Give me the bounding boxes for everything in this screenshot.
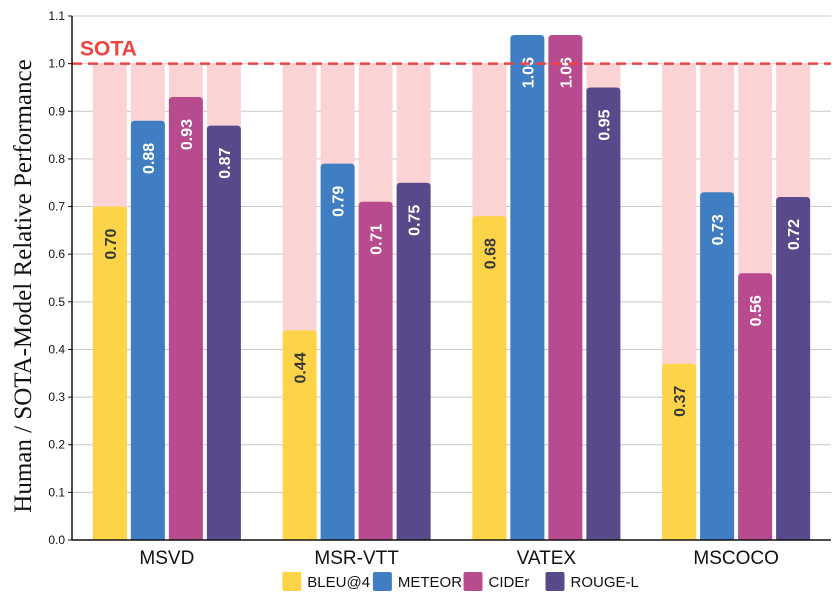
bar bbox=[548, 35, 583, 541]
legend-swatch bbox=[282, 572, 302, 591]
legend: BLEU@4 METEOR CIDEr ROUGE-L bbox=[282, 572, 639, 591]
bar-value-label: 0.95 bbox=[596, 109, 613, 140]
bar-value-label: 0.72 bbox=[786, 219, 803, 250]
bar-value-label: 0.73 bbox=[710, 214, 727, 245]
bar-value-label: 0.37 bbox=[672, 386, 689, 417]
y-tick-label: 0.6 bbox=[48, 247, 65, 261]
y-tick-label: 0.1 bbox=[48, 485, 65, 499]
legend-swatch bbox=[463, 572, 483, 591]
bar bbox=[586, 87, 621, 541]
bar bbox=[472, 216, 507, 540]
bar bbox=[662, 363, 697, 540]
y-tick-label: 0.7 bbox=[48, 200, 65, 214]
legend-label: CIDEr bbox=[489, 574, 530, 591]
bar bbox=[130, 120, 165, 541]
bar bbox=[776, 197, 811, 540]
y-tick-label: 0.9 bbox=[48, 104, 65, 118]
bar-value-label: 0.56 bbox=[748, 295, 765, 326]
bar-value-label: 0.44 bbox=[293, 352, 310, 383]
legend-label: ROUGE-L bbox=[571, 574, 639, 591]
bar bbox=[510, 35, 545, 541]
y-tick-label: 1.1 bbox=[48, 9, 65, 23]
axes: 0.0 0.1 0.2 0.3 0.4 0.5 0.6 0.7 0.8 0.9 1.0 1.1 MSVD… bbox=[10, 9, 831, 569]
bar-value-label: 0.93 bbox=[179, 119, 196, 150]
y-tick-label: 0.5 bbox=[48, 295, 65, 309]
bar bbox=[358, 201, 393, 541]
bar-value-label: 0.87 bbox=[217, 147, 234, 178]
y-tick-label: 0.4 bbox=[48, 342, 65, 356]
x-category-label: MSCOCO bbox=[693, 548, 779, 569]
bar bbox=[396, 182, 431, 540]
y-tick-label: 0.8 bbox=[48, 152, 65, 166]
y-tick-label: 0.0 bbox=[48, 533, 65, 547]
bars: 0.70 0.88 0.93 0.87 0.44 0.79 0.71 0.75 0.68 1.06… bbox=[92, 35, 811, 541]
bar-value-label: 0.70 bbox=[103, 228, 120, 259]
x-category-label: VATEX bbox=[517, 548, 577, 569]
x-category-label: MSVD bbox=[139, 548, 194, 569]
y-tick-label: 0.2 bbox=[48, 438, 65, 452]
bar-value-label: 0.79 bbox=[331, 186, 348, 217]
sota-label: SOTA bbox=[80, 38, 137, 61]
bar bbox=[92, 206, 127, 540]
bar bbox=[320, 163, 355, 540]
bar bbox=[700, 192, 735, 540]
legend-label: METEOR bbox=[398, 574, 462, 591]
legend-label: BLEU@4 bbox=[307, 574, 370, 591]
bar bbox=[282, 330, 317, 540]
y-axis-title: Human / SOTA-Model Relative Performance bbox=[10, 59, 37, 512]
sota-reference: SOTA bbox=[72, 38, 831, 65]
legend-swatch bbox=[372, 572, 392, 591]
bar bbox=[738, 273, 773, 540]
bar-value-label: 0.71 bbox=[369, 224, 386, 255]
bar bbox=[168, 96, 203, 541]
y-tick-label: 1.0 bbox=[48, 57, 65, 71]
bar-value-label: 0.68 bbox=[482, 238, 499, 269]
bar-value-label: 0.88 bbox=[141, 143, 158, 174]
x-category-label: MSR-VTT bbox=[314, 548, 399, 569]
bar bbox=[206, 125, 241, 541]
bar-value-label: 1.06 bbox=[558, 57, 575, 88]
bar-value-label: 0.75 bbox=[407, 205, 424, 236]
legend-swatch bbox=[545, 572, 565, 591]
bar-value-label: 1.06 bbox=[520, 57, 537, 88]
y-tick-label: 0.3 bbox=[48, 390, 65, 404]
